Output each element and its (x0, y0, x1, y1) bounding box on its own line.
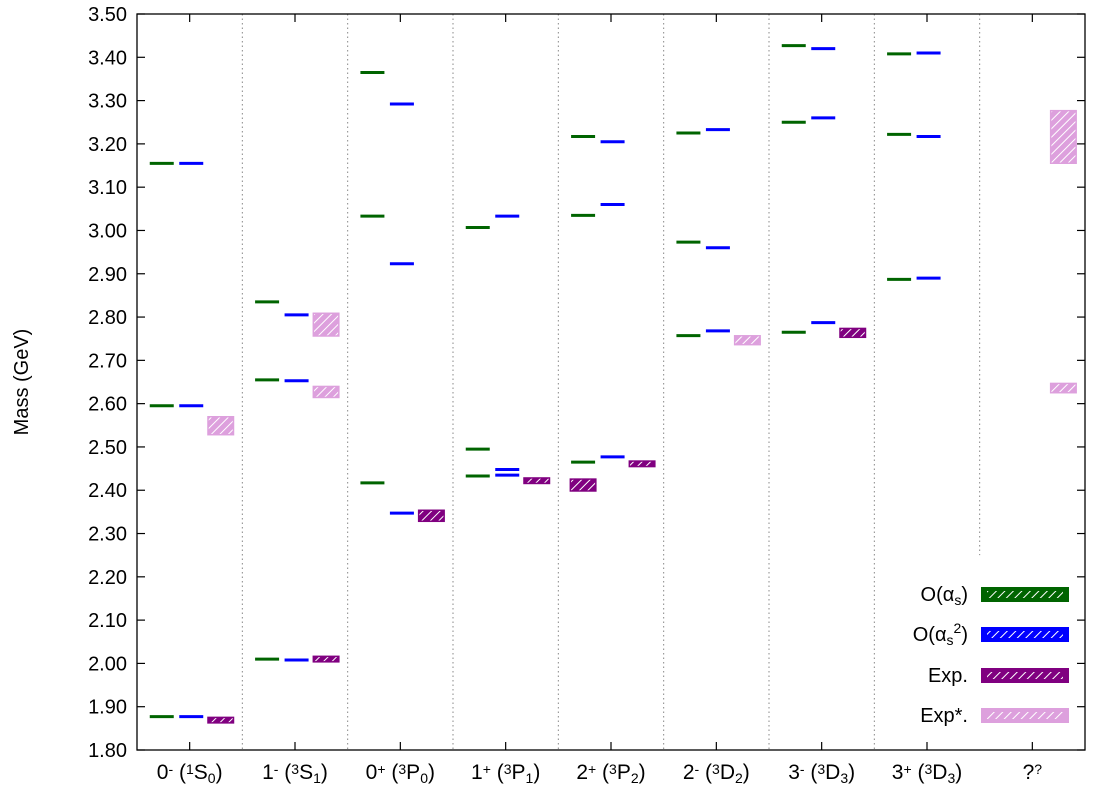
legend-label: O(αs2) (913, 620, 968, 648)
experimental-box-hatch (840, 329, 865, 337)
experimental-box-hatch (1051, 111, 1076, 163)
experimental-box-hatch (735, 336, 760, 344)
experimental-box (207, 716, 235, 724)
legend-label: Exp*. (920, 705, 968, 727)
experimental-box (733, 335, 761, 346)
experimental-box-hatch (314, 657, 339, 662)
y-tick-label: 2.50 (88, 437, 127, 459)
y-tick-label: 2.80 (88, 307, 127, 329)
legend-swatch-hatch (987, 631, 1063, 638)
experimental-box (628, 460, 656, 468)
x-tick-label: 0+ (3P0) (366, 761, 435, 786)
experimental-box (569, 478, 597, 492)
experimental-box (312, 385, 340, 399)
plot-data (149, 44, 1077, 724)
experimental-box-hatch (630, 461, 655, 466)
x-axis: 0- (1S0) 1- (3S1) 0+ (3P0) 1+ (3P1) 2+ (3P2)… (157, 14, 1043, 786)
y-tick-label: 3.20 (88, 134, 127, 156)
experimental-box (417, 509, 445, 523)
y-tick-label: 2.60 (88, 394, 127, 416)
experimental-box (312, 312, 340, 337)
experimental-box-hatch (314, 387, 339, 397)
experimental-box-hatch (419, 511, 444, 521)
experimental-box-hatch (208, 417, 233, 434)
x-tick-label: 1- (3S1) (262, 761, 328, 786)
y-tick-label: 2.90 (88, 264, 127, 286)
x-tick-label: 2- (3D2) (683, 761, 750, 786)
legend-entry: Exp. (928, 665, 1069, 687)
x-tick-label: 3+ (3D3) (892, 761, 962, 786)
y-tick-label: 3.30 (88, 91, 127, 113)
experimental-box (207, 416, 235, 436)
y-tick-label: 2.20 (88, 567, 127, 589)
legend-swatch-hatch (987, 712, 1063, 719)
y-axis-label: Mass (GeV) (11, 329, 33, 436)
x-tick-label: 0- (1S0) (157, 761, 223, 786)
y-tick-label: 3.10 (88, 177, 127, 199)
legend: O(αs) O(αs2) Exp. Exp*. (913, 584, 1069, 727)
y-tick-label: 2.30 (88, 524, 127, 546)
legend-entry: O(αs2) (913, 620, 1069, 648)
category-separators (241, 14, 981, 750)
y-tick-label: 1.90 (88, 697, 127, 719)
legend-swatch-hatch (987, 672, 1063, 679)
x-tick-label: 1+ (3P1) (471, 761, 540, 786)
experimental-box-hatch (1051, 384, 1076, 392)
legend-entry: Exp*. (920, 705, 1069, 727)
y-tick-label: 1.80 (88, 740, 127, 762)
experimental-box (839, 327, 867, 339)
experimental-box (1049, 109, 1077, 164)
y-tick-label: 3.00 (88, 220, 127, 242)
x-tick-label: 2+ (3P2) (576, 761, 645, 786)
y-tick-label: 3.40 (88, 47, 127, 69)
experimental-box (312, 655, 340, 663)
experimental-box-hatch (524, 478, 549, 483)
legend-entry: O(αs) (921, 584, 1069, 608)
x-tick-label: 3- (3D3) (788, 761, 855, 786)
legend-label: O(αs) (921, 584, 968, 608)
y-axis: 1.80 1.90 2.00 2.10 2.20 2.30 2.40 2.50 2.60 2.70… (88, 4, 1085, 762)
y-tick-label: 3.50 (88, 4, 127, 26)
y-tick-label: 2.70 (88, 350, 127, 372)
x-tick-label: ?? (1023, 761, 1043, 784)
y-tick-label: 2.00 (88, 653, 127, 675)
legend-swatch-hatch (987, 591, 1063, 598)
experimental-box (1049, 382, 1077, 394)
experimental-box-hatch (571, 479, 596, 491)
y-tick-label: 2.40 (88, 480, 127, 502)
legend-label: Exp. (928, 665, 968, 687)
experimental-box (523, 477, 551, 485)
y-tick-label: 2.10 (88, 610, 127, 632)
experimental-box-hatch (208, 718, 233, 723)
experimental-box-hatch (314, 314, 339, 336)
